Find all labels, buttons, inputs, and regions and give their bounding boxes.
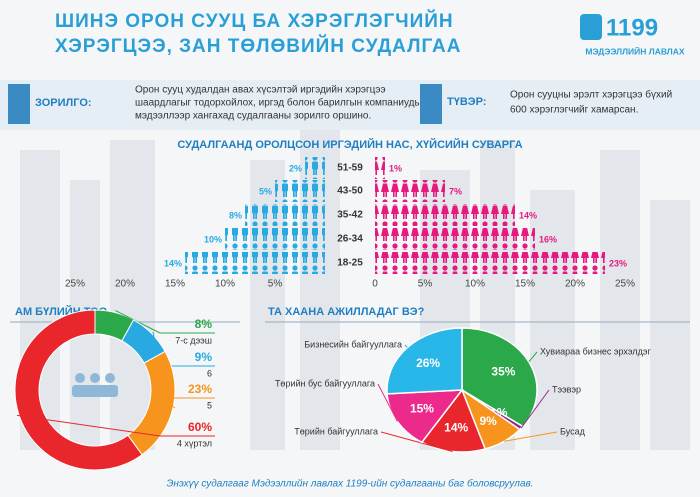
leader-line [158,397,215,409]
bar [305,157,325,179]
chart-title: СУДАЛГААНД ОРОЛЦСОН ИРГЭДИЙН НАС, ХҮЙСИЙ… [177,138,522,151]
leader-line [504,431,558,442]
value-label: 14% [164,258,182,268]
leader-line [528,351,538,363]
scope-text: 600 хэрэглэгчийг хамарсан. [510,105,638,116]
value-label: 1% [389,163,402,173]
category-label: 7-с дээш [175,335,212,345]
category-label: Төрийн бус байгууллага [275,378,375,388]
logo-icon [580,14,602,40]
logo: 1199 МЭДЭЭЛЛИЙН ЛАВЛАХ [580,14,685,56]
value-label: 8% [229,210,242,220]
family-icon [72,373,118,397]
logo-number: 1199 [606,14,658,41]
building-icon [420,84,442,124]
age-label: 43-50 [337,186,363,197]
bar [375,180,445,202]
age-label: 51-59 [337,163,363,174]
value-label: 10% [204,234,222,244]
leader-line [380,431,453,452]
value-label: 14% [444,420,468,434]
leader-line [520,389,550,429]
value-label: 16% [539,234,557,244]
x-tick-label: 20% [565,279,585,290]
bar [375,157,385,179]
x-tick-label: 20% [115,279,135,290]
bar [275,180,325,202]
x-tick-label: 10% [465,279,485,290]
x-tick-label: 5% [418,279,433,290]
value-label: 23% [188,382,212,396]
value-label: 23% [609,258,627,268]
category-label: 5 [207,400,212,410]
donut-segment [14,309,143,471]
x-tick-label: 25% [65,279,85,290]
building-icon [8,84,30,124]
value-label: 9% [479,414,497,428]
leader-line [16,414,215,437]
category-label: Тээвэр [552,384,581,394]
bar [245,204,325,226]
value-label: 9% [195,350,213,364]
x-tick-label: 5% [268,279,283,290]
leader-line [404,344,408,348]
category-label: 4 хүртэл [177,438,212,448]
value-label: 14% [519,210,537,220]
value-label: 35% [491,365,515,379]
bar [375,252,605,274]
footer: Энэхүү судалгааг Мэдээллийн лавлах 1199-… [166,478,533,490]
value-label: 26% [416,356,440,370]
bar [185,252,325,274]
goal-text: Орон сууц худалдан авах хүсэлтэй иргэдий… [135,85,386,96]
bar [225,228,325,250]
title-line: ШИНЭ ОРОН СУУЦ БА ХЭРЭГЛЭГЧИЙН [55,10,454,32]
leader-line [377,383,398,422]
value-label: 60% [188,420,212,434]
category-label: Бизнесийн байгууллага [304,339,402,349]
x-tick-label: 10% [215,279,235,290]
bar [375,204,515,226]
value-label: 7% [449,186,462,196]
category-label: Төрийн байгууллага [294,426,378,436]
goal-label: ЗОРИЛГО: [35,97,92,109]
x-tick-label: 15% [515,279,535,290]
age-label: 26-34 [337,234,363,245]
category-label: 6 [207,368,212,378]
goal-text: мэдээллээр хангахад судалгааны зорилго о… [135,111,371,122]
chart-title: ТА ХААНА АЖИЛЛАДАГ ВЭ? [268,306,425,318]
category-label: Хувиараа бизнес эрхэлдэг [540,346,652,356]
logo-text: МЭДЭЭЛЛИЙН ЛАВЛАХ [585,45,685,56]
x-tick-label: 25% [615,279,635,290]
category-label: Бусад [560,426,586,436]
value-label: 2% [289,163,302,173]
scope-text: Орон сууцны эрэлт хэрэгцээ бүхий [510,89,672,101]
goal-text: шаардлагыг тодорхойлох, иргэд болон бари… [135,97,426,109]
value-label: 5% [259,186,272,196]
info-band [0,80,700,130]
value-label: 15% [410,402,434,416]
age-label: 35-42 [337,210,363,221]
x-tick-label: 15% [165,279,185,290]
age-label: 18-25 [337,258,363,269]
bar [375,228,535,250]
pie-slice [386,327,463,395]
x-tick-label: 0 [372,279,378,290]
scope-label: ТҮВЭР: [447,96,486,108]
value-label: 8% [195,317,213,331]
title-line: ХЭРЭГЦЭЭ, ЗАН ТӨЛӨВИЙН СУДАЛГАА [55,35,461,57]
leader-line [115,310,215,334]
